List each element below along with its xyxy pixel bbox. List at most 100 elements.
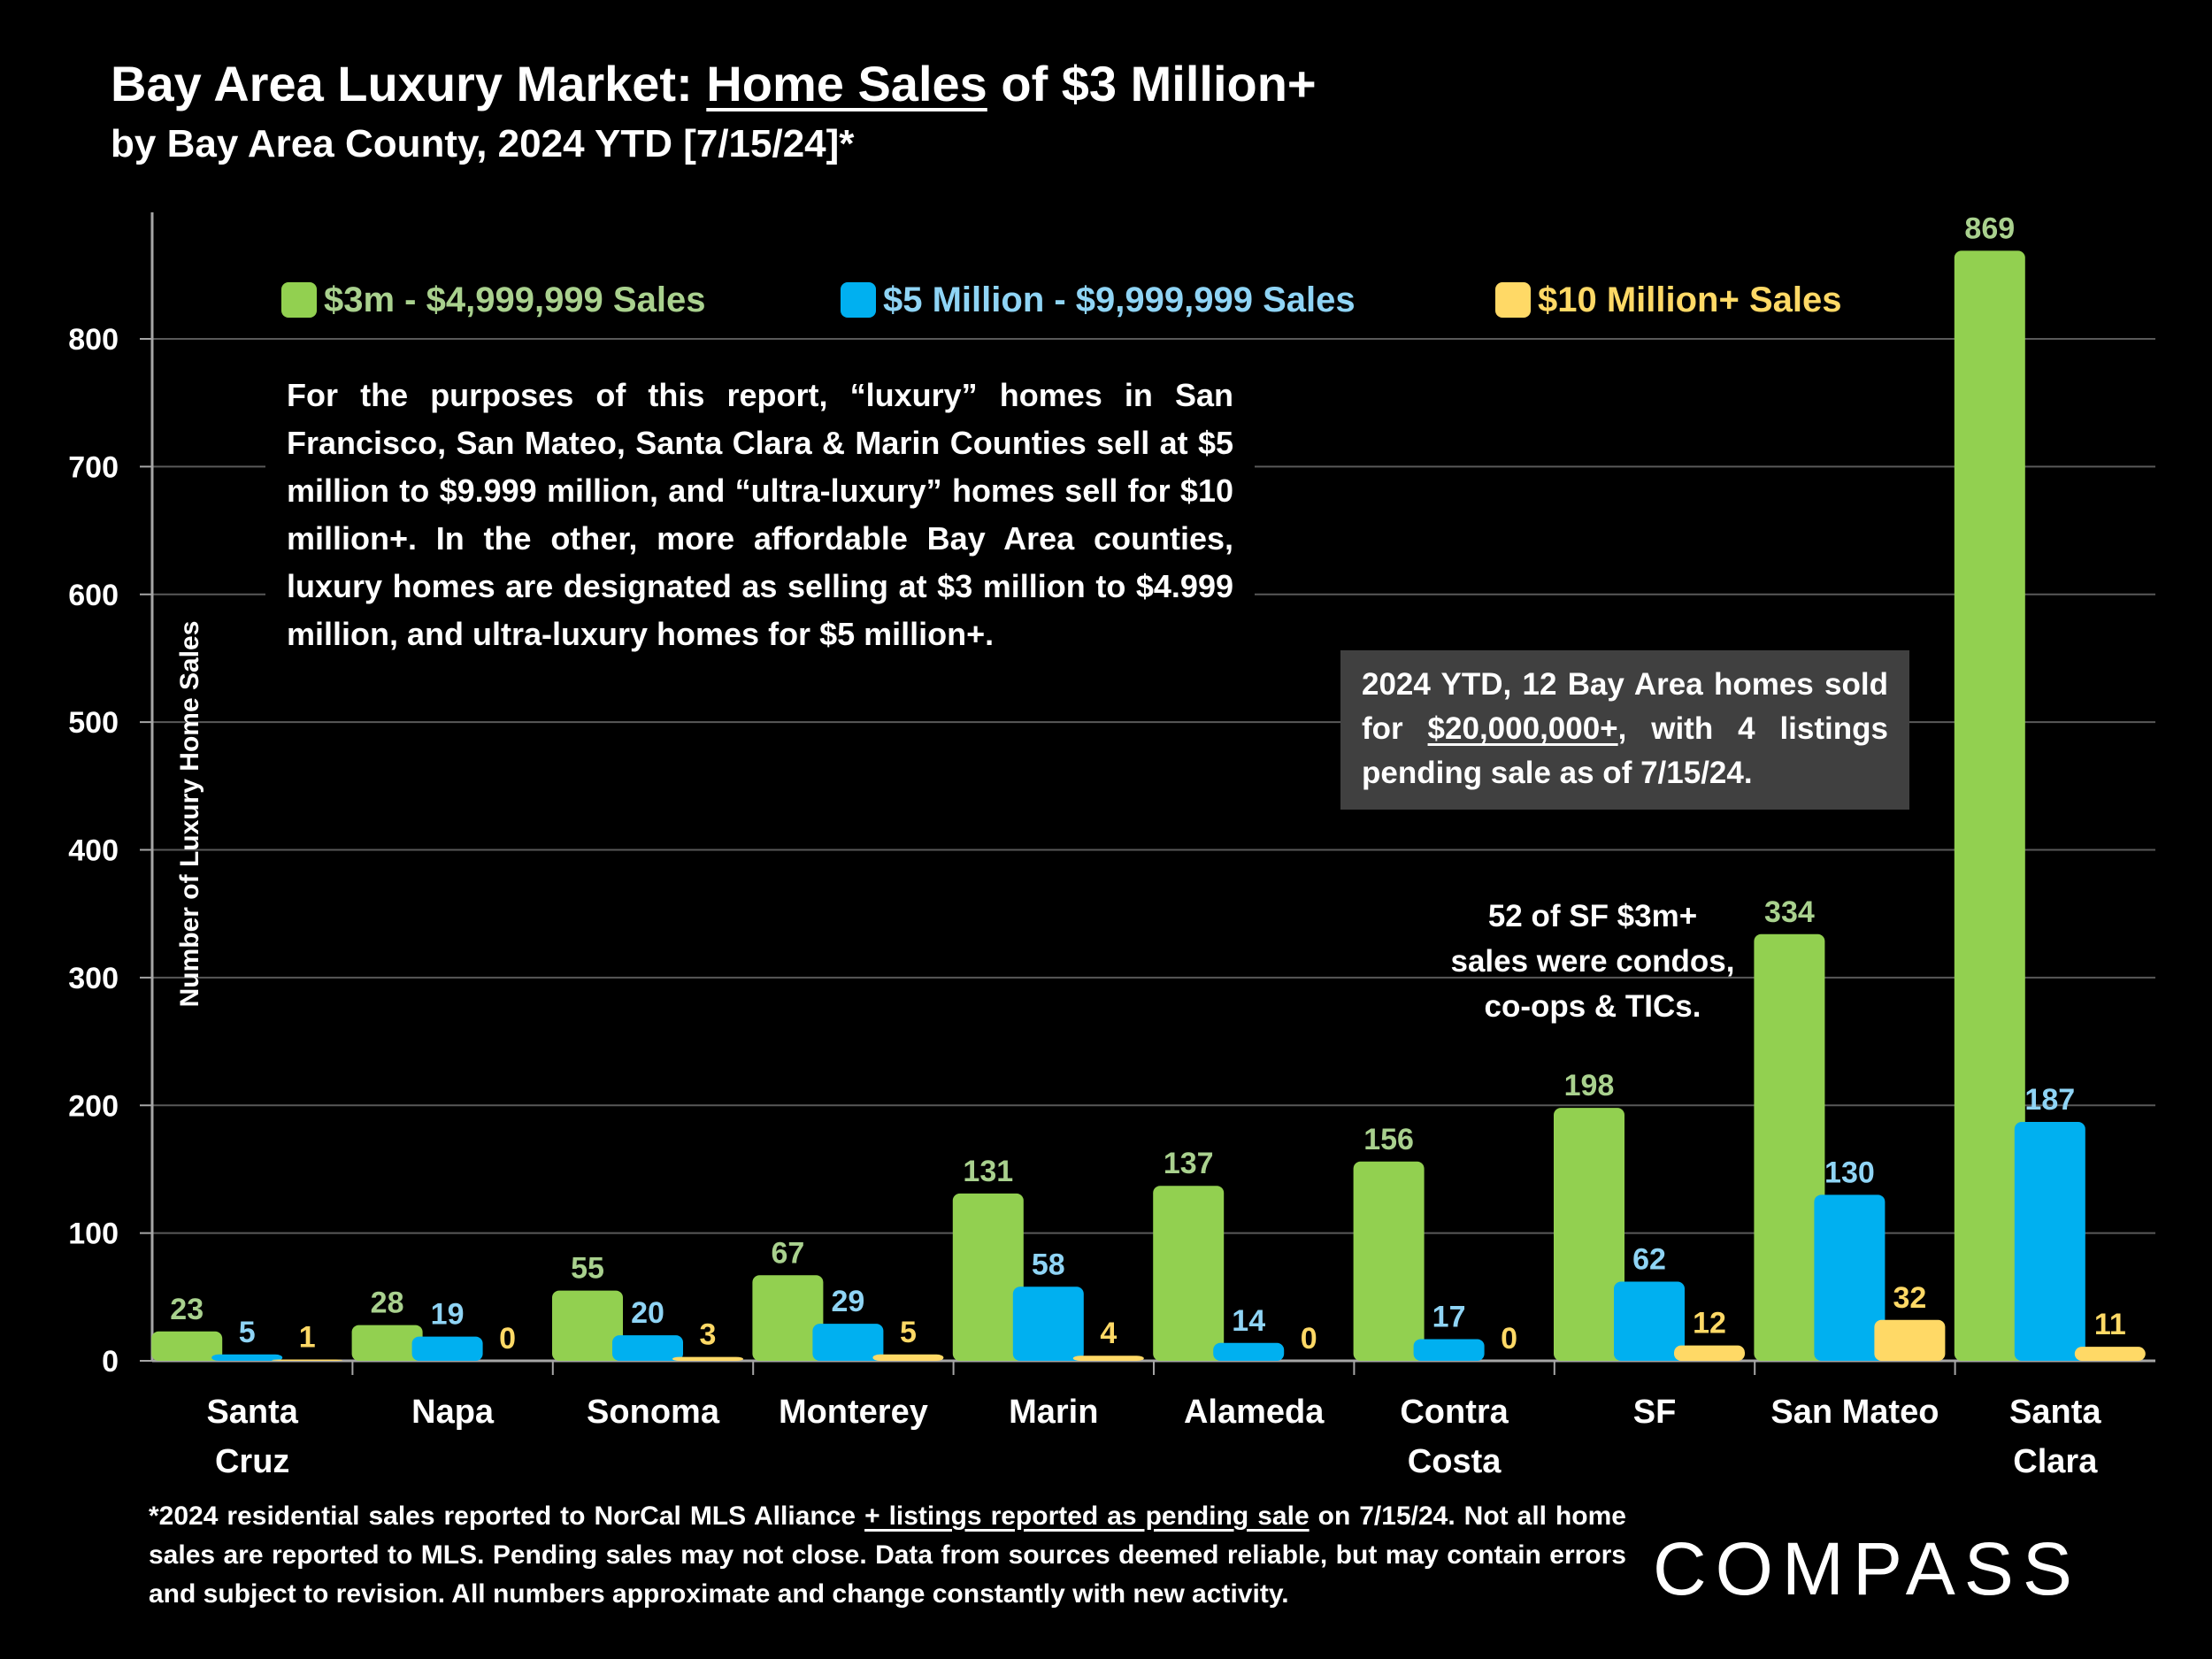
legend-swatch-yellow bbox=[1495, 282, 1531, 318]
x-tick-label: San Mateo bbox=[1770, 1394, 1939, 1431]
twenty-million-callout: 2024 YTD, 12 Bay Area homes sold for $20… bbox=[1340, 650, 1909, 810]
data-label: 55 bbox=[571, 1252, 604, 1286]
data-label: 58 bbox=[1032, 1248, 1065, 1281]
x-tick-label: Sonoma bbox=[587, 1394, 720, 1431]
footnote: *2024 residential sales reported to NorC… bbox=[149, 1497, 1626, 1614]
data-label: 23 bbox=[170, 1293, 204, 1326]
bar bbox=[1954, 250, 2025, 1362]
legend-item-3m: $3m - $4,999,999 Sales bbox=[281, 276, 705, 324]
bar bbox=[1012, 1286, 1084, 1361]
title-text: Bay Area Luxury Market: bbox=[111, 56, 707, 111]
data-label: 29 bbox=[831, 1285, 864, 1318]
condo-line: sales were condos, bbox=[1450, 944, 1735, 979]
data-label: 334 bbox=[1764, 895, 1815, 929]
bar bbox=[1614, 1281, 1685, 1361]
y-tick-label: 0 bbox=[102, 1345, 119, 1379]
legend-item-10m: $10 Million+ Sales bbox=[1495, 276, 1842, 324]
y-axis-label: Number of Luxury Home Sales bbox=[175, 620, 204, 1008]
luxury-definition-note: For the purposes of this report, “luxury… bbox=[265, 372, 1255, 658]
y-tick-label: 800 bbox=[68, 323, 119, 357]
bar bbox=[552, 1290, 623, 1361]
bar bbox=[2074, 1347, 2146, 1361]
bar bbox=[672, 1356, 743, 1361]
bar bbox=[1153, 1186, 1225, 1361]
y-tick-label: 400 bbox=[68, 834, 119, 868]
bar bbox=[411, 1336, 483, 1361]
page-title: Bay Area Luxury Market: Home Sales of $3… bbox=[111, 55, 1317, 112]
bar bbox=[351, 1325, 423, 1361]
bar bbox=[272, 1359, 343, 1361]
y-tick-label: 200 bbox=[68, 1089, 119, 1123]
bar bbox=[812, 1324, 884, 1361]
bar bbox=[1554, 1108, 1624, 1361]
y-tick-label: 500 bbox=[68, 706, 119, 740]
bar bbox=[1674, 1345, 1745, 1361]
data-label: 19 bbox=[431, 1298, 465, 1332]
title-underlined-text: Home Sales bbox=[706, 56, 987, 111]
bar bbox=[1874, 1319, 1946, 1361]
bar bbox=[952, 1193, 1024, 1361]
bar bbox=[1754, 933, 1825, 1361]
bar bbox=[211, 1354, 283, 1361]
y-tick-label: 100 bbox=[68, 1217, 119, 1251]
x-tick-label: Alameda bbox=[1184, 1394, 1325, 1431]
data-label: 20 bbox=[631, 1296, 664, 1330]
legend-item-5m: $5 Million - $9,999,999 Sales bbox=[841, 276, 1356, 324]
data-label: 28 bbox=[371, 1286, 404, 1320]
data-label: 137 bbox=[1164, 1147, 1214, 1180]
bar bbox=[612, 1335, 683, 1361]
data-label: 17 bbox=[1432, 1300, 1466, 1333]
data-label: 130 bbox=[1824, 1156, 1875, 1189]
x-tick-label: Monterey bbox=[779, 1394, 928, 1431]
data-label: 0 bbox=[1301, 1322, 1317, 1356]
bar bbox=[872, 1354, 944, 1361]
sf-condo-annotation: 52 of SF $3m+ sales were condos, co-ops … bbox=[1442, 894, 1743, 1029]
legend-label: $5 Million - $9,999,999 Sales bbox=[883, 280, 1356, 319]
bar bbox=[1814, 1194, 1886, 1361]
data-label: 0 bbox=[1501, 1322, 1517, 1356]
legend-swatch-green bbox=[281, 282, 317, 318]
logo-text: COMPASS bbox=[1653, 1527, 2081, 1607]
data-label: 198 bbox=[1564, 1069, 1615, 1102]
data-label: 869 bbox=[1964, 211, 2015, 245]
data-label: 5 bbox=[900, 1316, 917, 1349]
footnote-text: *2024 residential sales reported to NorC… bbox=[149, 1502, 865, 1531]
bar bbox=[752, 1275, 824, 1361]
condo-line: 52 of SF $3m+ bbox=[1487, 899, 1698, 933]
x-tick-label: SF bbox=[1633, 1394, 1677, 1431]
bar bbox=[1413, 1339, 1485, 1361]
data-label: 187 bbox=[2024, 1083, 2075, 1117]
legend-swatch-blue bbox=[841, 282, 876, 318]
callout-underlined-text: $20,000,000+ bbox=[1427, 711, 1618, 746]
callout-text: 2024 YTD, 12 Bay Area homes sold for bbox=[1362, 667, 1888, 746]
x-tick-label: Clara bbox=[2013, 1443, 2098, 1480]
data-label: 32 bbox=[1893, 1281, 1926, 1315]
data-label: 1 bbox=[299, 1321, 316, 1355]
data-label: 0 bbox=[499, 1322, 516, 1356]
footnote-underlined-text: + listings reported as pending sale bbox=[864, 1502, 1310, 1531]
bar bbox=[1353, 1161, 1425, 1361]
footnote-text-end: on 7/15/24. Not all home sales are repor… bbox=[149, 1502, 1626, 1609]
data-label: 5 bbox=[239, 1316, 256, 1349]
data-label: 62 bbox=[1632, 1242, 1666, 1276]
x-tick-label: Marin bbox=[1009, 1394, 1098, 1431]
data-label: 131 bbox=[963, 1155, 1013, 1188]
data-label: 12 bbox=[1693, 1307, 1726, 1340]
x-tick-label: Contra bbox=[1400, 1394, 1509, 1431]
page-subtitle: by Bay Area County, 2024 YTD [7/15/24]* bbox=[111, 122, 855, 165]
data-label: 156 bbox=[1363, 1123, 1414, 1156]
data-label: 14 bbox=[1232, 1304, 1265, 1338]
x-tick-label: Napa bbox=[411, 1394, 495, 1431]
bar bbox=[151, 1331, 223, 1361]
legend-label: $10 Million+ Sales bbox=[1538, 280, 1842, 319]
x-tick-label: Costa bbox=[1408, 1443, 1502, 1480]
compass-logo: COMPASS bbox=[1653, 1527, 2081, 1607]
bar bbox=[2014, 1122, 2085, 1361]
x-tick-label: Santa bbox=[206, 1394, 298, 1431]
callout-text-end: , with 4 listings pending sale as of 7/1… bbox=[1362, 711, 1888, 790]
bar bbox=[1213, 1342, 1285, 1361]
data-label: 11 bbox=[2094, 1308, 2126, 1341]
data-label: 67 bbox=[771, 1236, 804, 1270]
y-tick-label: 600 bbox=[68, 579, 119, 612]
